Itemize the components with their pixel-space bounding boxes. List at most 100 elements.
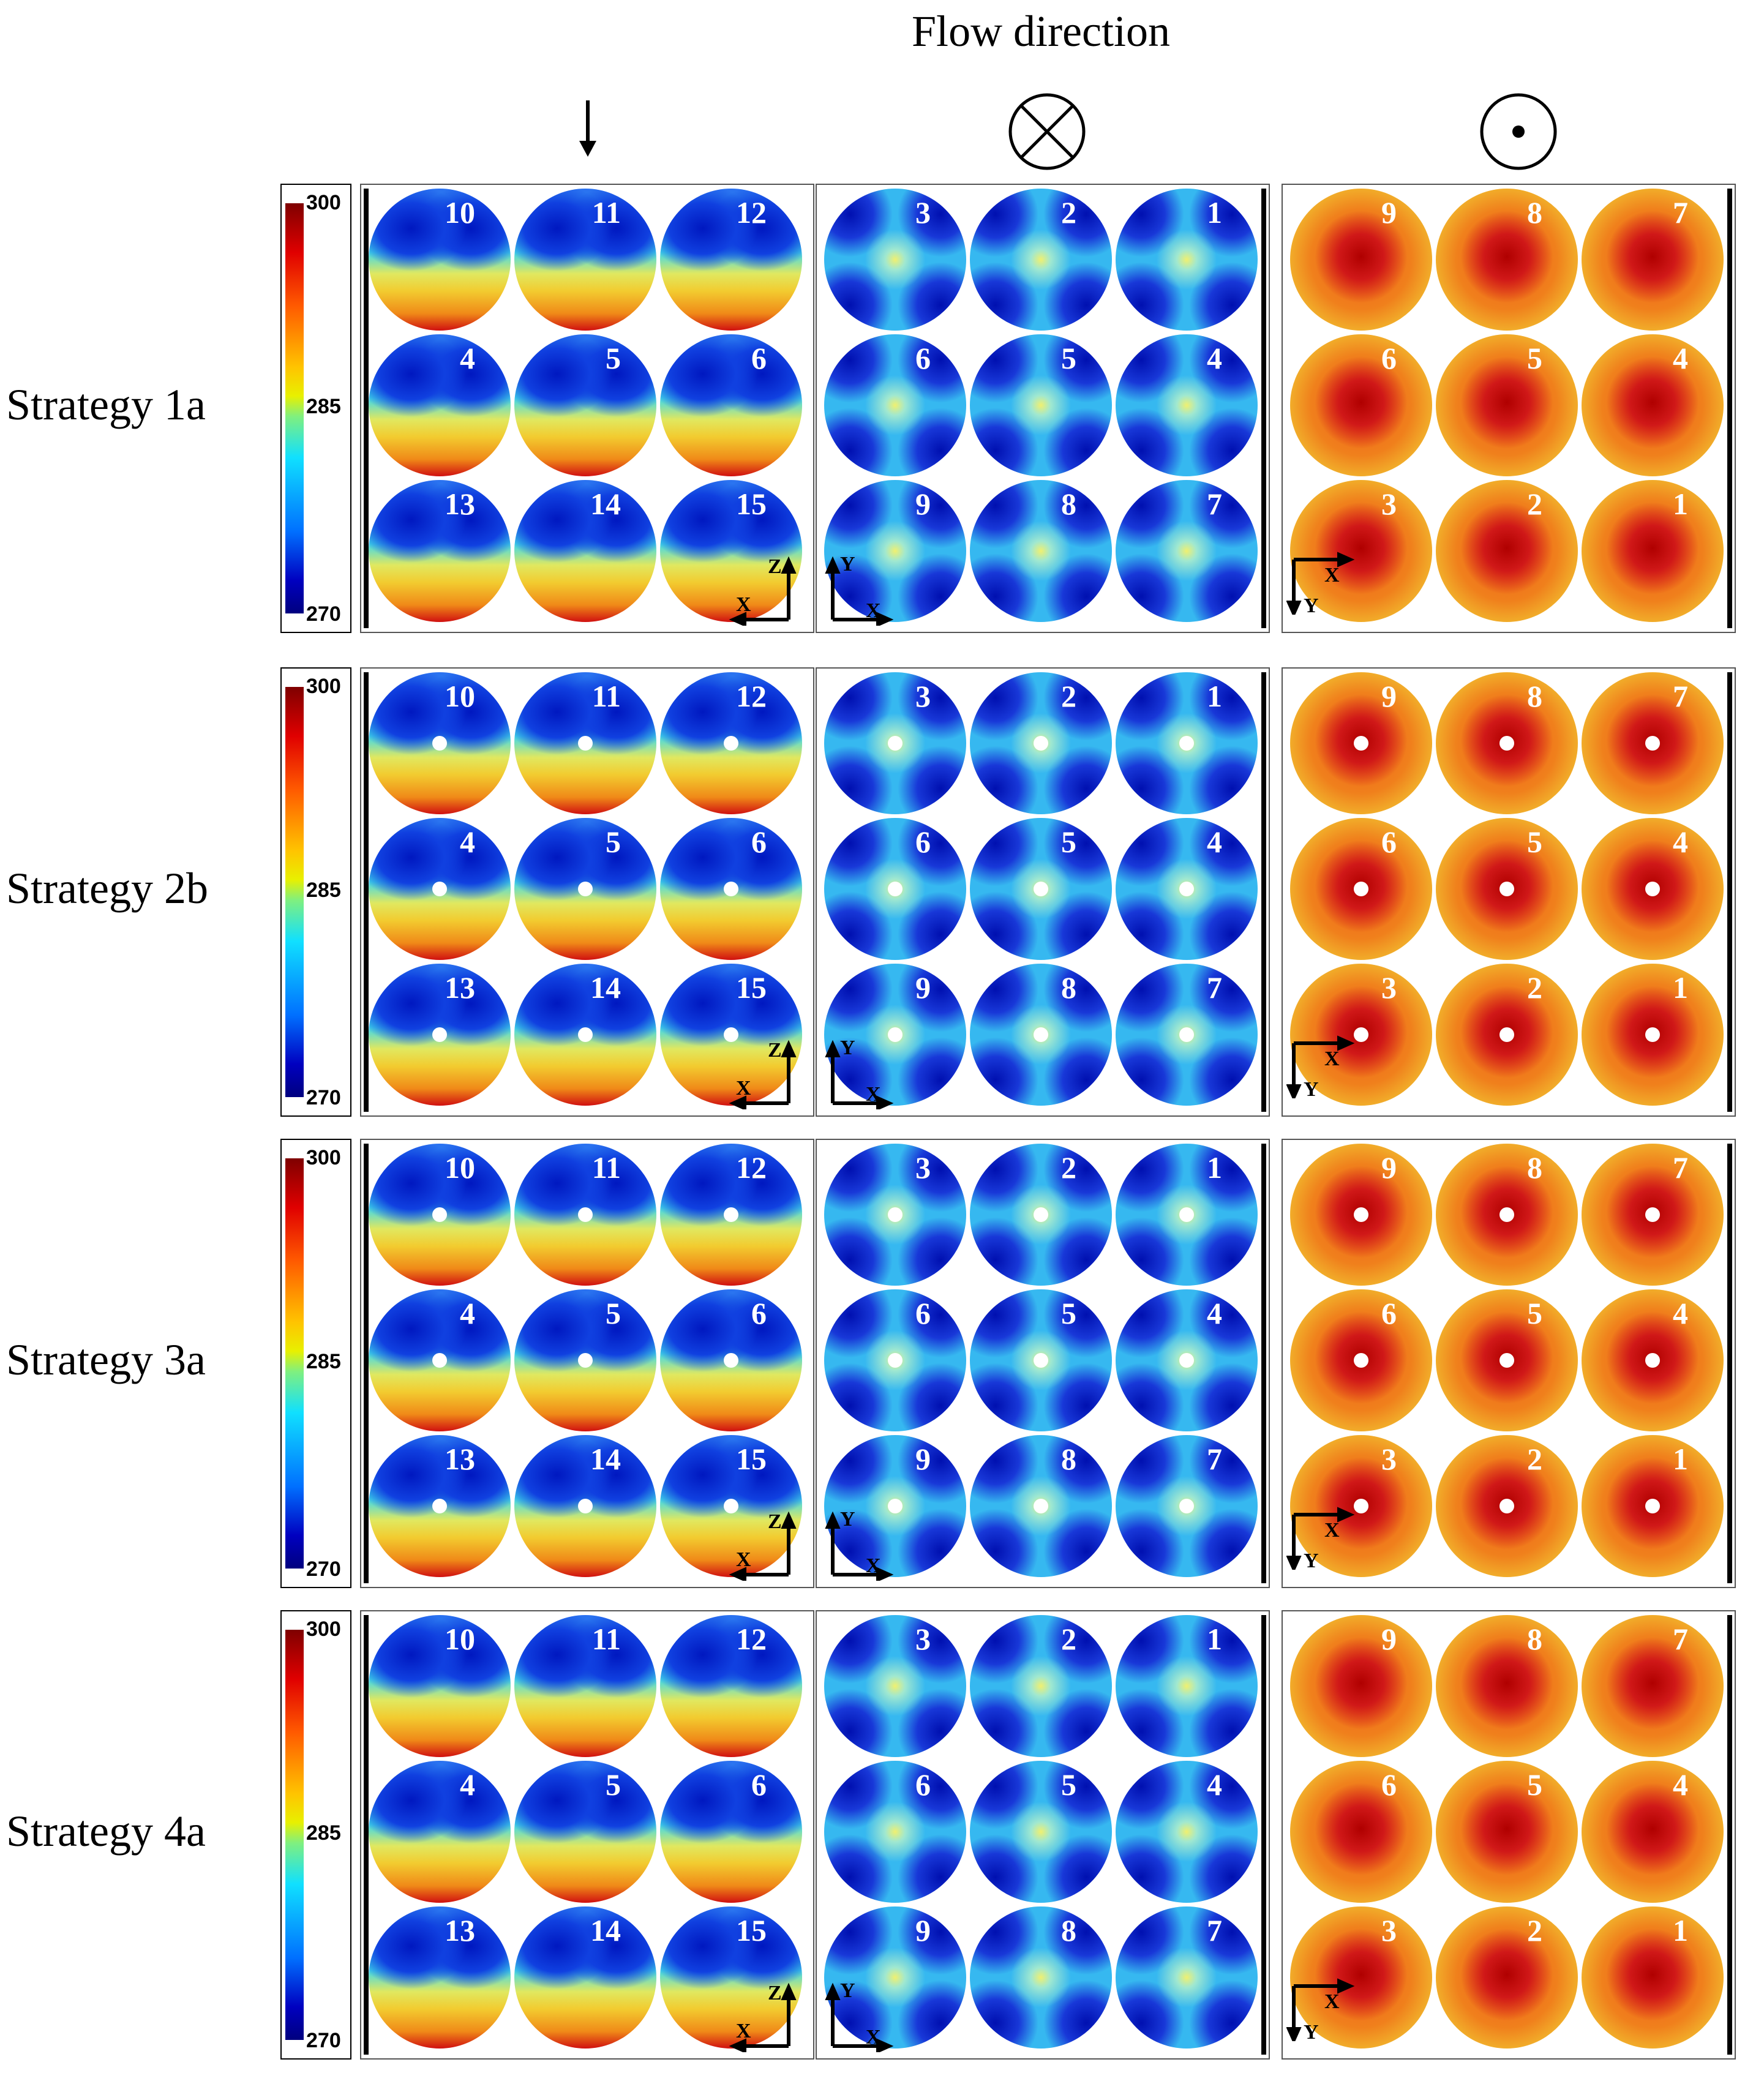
particle-sphere: 13 — [369, 1906, 511, 2049]
center-marker — [578, 1027, 593, 1042]
particle-number: 4 — [1673, 825, 1688, 859]
center-marker — [724, 1027, 738, 1042]
particle-sphere: 4 — [369, 1761, 511, 1903]
center-marker — [1034, 1499, 1048, 1513]
axis-label: Y — [840, 1979, 855, 2002]
particle-sphere: 8 — [1436, 1615, 1578, 1757]
center-marker — [432, 1499, 447, 1513]
particle-number: 3 — [1381, 970, 1397, 1005]
colorbar-tick-mid: 285 — [306, 879, 341, 902]
center-marker — [1645, 1353, 1660, 1368]
particle-sphere: 9 — [1290, 189, 1432, 331]
particle-number: 4 — [460, 825, 475, 859]
particle-number: 6 — [1381, 825, 1397, 859]
particle-sphere: 8 — [1436, 1144, 1578, 1286]
temperature-panel: 10 11 12 4 5 6 13 14 15 Z X — [360, 184, 814, 633]
particle-number: 3 — [1381, 1913, 1397, 1947]
coordinate-axes-icon: YX — [825, 1979, 894, 2052]
particle-number: 8 — [1061, 487, 1076, 521]
axis-arrowhead — [781, 1511, 797, 1529]
particle-number: 5 — [606, 1767, 621, 1802]
temperature-panel: 10 11 12 4 5 6 13 14 15 Z X — [360, 667, 814, 1117]
panel-edge-line — [364, 1615, 369, 2055]
colorbar-gradient — [285, 203, 304, 613]
particle-sphere: 9 — [824, 1906, 966, 2049]
axis-label: X — [736, 593, 751, 616]
particle-number: 6 — [915, 1767, 931, 1802]
particle-sphere: 14 — [514, 1906, 656, 2049]
particle-number: 7 — [1207, 1913, 1222, 1947]
center-marker — [1034, 882, 1048, 896]
particle-sphere: 7 — [1116, 964, 1258, 1106]
particle-number: 4 — [1673, 1296, 1688, 1330]
particle-sphere: 15 — [660, 1906, 802, 2049]
center-marker — [432, 1353, 447, 1368]
colorbar-tick-min: 270 — [306, 2029, 341, 2052]
particle-number: 9 — [1381, 195, 1397, 230]
particle-sphere: 14 — [514, 1435, 656, 1577]
particle-number: 9 — [915, 487, 931, 521]
center-marker — [578, 1207, 593, 1222]
axis-arrowhead — [1337, 1035, 1355, 1051]
axis-arrowhead — [876, 2038, 894, 2052]
center-marker — [1179, 736, 1194, 751]
particle-sphere: 9 — [824, 1435, 966, 1577]
particle-sphere: 6 — [824, 1761, 966, 1903]
particle-number: 8 — [1527, 1622, 1542, 1656]
particle-sphere: 1 — [1116, 672, 1258, 814]
particle-number: 4 — [1207, 341, 1222, 375]
particle-number: 7 — [1673, 679, 1688, 713]
particle-sphere: 8 — [970, 1435, 1112, 1577]
particle-sphere: 3 — [1290, 1435, 1432, 1577]
axis-arrowhead — [1337, 1507, 1355, 1523]
particle-number: 4 — [460, 341, 475, 375]
center-marker — [1645, 1027, 1660, 1042]
center-marker — [578, 1353, 593, 1368]
axis-arrowhead — [876, 1567, 894, 1581]
particle-number: 14 — [590, 970, 621, 1005]
particle-number: 12 — [736, 1622, 767, 1656]
center-marker — [888, 1207, 903, 1222]
particle-number: 14 — [590, 1442, 621, 1476]
center-marker — [432, 1207, 447, 1222]
coordinate-axes-icon: XY — [1286, 1978, 1355, 2041]
center-marker — [1179, 882, 1194, 896]
particle-sphere: 7 — [1116, 1435, 1258, 1577]
center-marker — [1354, 1499, 1368, 1513]
center-marker — [1499, 1207, 1514, 1222]
particle-sphere: 5 — [1436, 818, 1578, 960]
colorbar: 300 285 270 — [280, 184, 351, 633]
coordinate-axes-icon: ZX — [729, 1510, 797, 1581]
particle-number: 3 — [915, 679, 931, 713]
particle-sphere: 12 — [660, 1615, 802, 1757]
particle-sphere: 4 — [1582, 1761, 1724, 1903]
particle-number: 2 — [1527, 1913, 1542, 1947]
particle-number: 8 — [1527, 679, 1542, 713]
axis-label: Y — [1304, 594, 1319, 615]
particle-number: 5 — [606, 825, 621, 859]
colorbar-tick-min: 270 — [306, 1558, 341, 1581]
particle-number: 6 — [915, 1296, 931, 1330]
particle-sphere: 12 — [660, 1144, 802, 1286]
particle-sphere: 2 — [1436, 964, 1578, 1106]
particle-number: 8 — [1527, 1150, 1542, 1185]
particle-sphere: 4 — [369, 334, 511, 476]
particle-number: 3 — [1381, 487, 1397, 521]
center-marker — [724, 1207, 738, 1222]
center-marker — [724, 1499, 738, 1513]
particle-sphere: 4 — [1582, 818, 1724, 960]
particle-number: 10 — [445, 679, 475, 713]
panel-edge-line — [1261, 672, 1266, 1112]
particle-number: 6 — [1381, 341, 1397, 375]
panel-edge-line — [364, 1144, 369, 1583]
axis-arrowhead — [729, 1567, 746, 1581]
particle-sphere: 12 — [660, 672, 802, 814]
center-marker — [1499, 1499, 1514, 1513]
particle-number: 12 — [736, 679, 767, 713]
particle-sphere: 5 — [1436, 334, 1578, 476]
coordinate-axes-icon: ZX — [729, 555, 797, 626]
particle-sphere: 14 — [514, 964, 656, 1106]
particle-sphere: 8 — [970, 1906, 1112, 2049]
